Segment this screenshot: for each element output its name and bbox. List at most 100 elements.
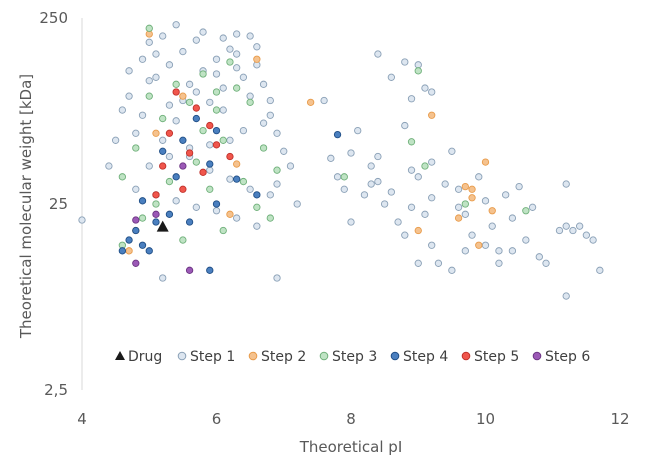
- point-step-1: [239, 73, 248, 81]
- point-step-3: [212, 88, 221, 96]
- y-tick-label: 250: [39, 9, 68, 27]
- point-step-4: [185, 218, 194, 226]
- point-step-3: [172, 80, 180, 88]
- point-step-5: [159, 162, 167, 170]
- point-step-1: [266, 111, 274, 119]
- point-step-1: [239, 126, 248, 135]
- legend-marker-drug: [115, 351, 125, 360]
- point-step-1: [461, 247, 469, 255]
- point-step-4: [212, 126, 221, 135]
- point-step-1: [347, 218, 355, 226]
- point-step-2: [152, 129, 160, 137]
- x-axis-title: Theoretical pI: [299, 438, 403, 456]
- point-step-1: [212, 207, 221, 215]
- point-step-1: [522, 236, 530, 244]
- point-step-2: [481, 158, 490, 166]
- point-step-1: [542, 259, 550, 267]
- point-step-3: [246, 98, 254, 106]
- x-tick-label: 10: [476, 410, 495, 428]
- point-step-2: [454, 214, 463, 222]
- point-step-1: [428, 194, 436, 202]
- point-step-1: [367, 162, 375, 170]
- point-step-4: [206, 160, 214, 168]
- point-step-1: [421, 210, 429, 218]
- point-step-1: [475, 173, 483, 181]
- point-step-3: [219, 136, 227, 144]
- point-step-5: [172, 88, 180, 96]
- point-step-2: [461, 182, 469, 191]
- point-step-1: [273, 274, 281, 282]
- point-step-1: [145, 162, 153, 170]
- point-step-3: [461, 200, 469, 208]
- point-step-5: [199, 168, 207, 176]
- point-step-1: [327, 154, 335, 162]
- point-step-1: [414, 173, 422, 181]
- point-step-3: [226, 58, 234, 66]
- point-step-1: [481, 197, 490, 205]
- point-step-3: [407, 138, 416, 146]
- point-step-1: [441, 180, 449, 188]
- point-step-1: [259, 119, 268, 127]
- point-step-1: [448, 147, 456, 155]
- point-step-1: [407, 203, 416, 211]
- point-step-1: [273, 180, 281, 188]
- point-step-3: [421, 162, 429, 170]
- point-step-2: [226, 210, 234, 218]
- point-step-1: [145, 38, 153, 46]
- point-step-4: [138, 241, 147, 249]
- point-step-1: [259, 80, 268, 88]
- point-step-1: [192, 203, 200, 211]
- point-step-1: [555, 226, 564, 235]
- point-step-6: [152, 210, 160, 218]
- point-step-1: [495, 259, 503, 267]
- point-step-2: [468, 185, 476, 193]
- x-tick-label: 8: [346, 410, 356, 428]
- point-step-1: [246, 32, 254, 40]
- point-step-1: [434, 259, 443, 267]
- point-step-1: [132, 129, 140, 137]
- point-step-1: [199, 28, 207, 36]
- point-step-1: [212, 55, 221, 63]
- point-step-1: [159, 32, 167, 40]
- point-step-1: [246, 185, 254, 193]
- point-step-3: [253, 203, 261, 211]
- legend-label-step-6: Step 6: [545, 349, 590, 365]
- point-step-1: [206, 166, 214, 174]
- legend-label-step-4: Step 4: [403, 349, 448, 365]
- point-step-1: [206, 98, 214, 106]
- point-step-2: [488, 207, 496, 215]
- x-tick-label: 12: [610, 410, 629, 428]
- point-step-1: [253, 222, 261, 230]
- point-step-3: [152, 200, 160, 208]
- legend-marker-step-4: [390, 351, 400, 361]
- point-step-1: [454, 203, 463, 211]
- legend: Drug Step 1 Step 2 Step 3 Step 4 Step 5 Step 6: [115, 349, 590, 365]
- legend-label-step-5: Step 5: [474, 349, 519, 365]
- point-step-5: [192, 104, 200, 112]
- point-step-1: [219, 106, 227, 114]
- point-step-5: [179, 185, 187, 193]
- y-axis-title: Theoretical molecular weight [kDa]: [17, 74, 35, 339]
- point-step-1: [111, 136, 120, 144]
- point-step-1: [508, 214, 517, 222]
- point-step-6: [132, 216, 140, 224]
- point-step-1: [159, 274, 167, 282]
- point-step-1: [576, 222, 584, 230]
- point-step-4: [152, 218, 160, 226]
- point-step-1: [206, 141, 214, 149]
- point-step-6: [185, 266, 194, 274]
- point-step-1: [367, 180, 375, 188]
- point-step-1: [145, 77, 153, 85]
- point-step-4: [333, 130, 342, 139]
- point-step-3: [145, 92, 153, 100]
- point-step-1: [488, 222, 496, 230]
- point-step-3: [199, 70, 207, 78]
- point-step-4: [132, 226, 140, 235]
- point-step-1: [502, 191, 510, 199]
- point-step-1: [596, 266, 604, 274]
- point-step-1: [414, 259, 422, 267]
- point-step-1: [152, 73, 160, 81]
- point-step-3: [118, 173, 127, 181]
- point-step-1: [286, 162, 295, 170]
- point-step-1: [266, 96, 274, 105]
